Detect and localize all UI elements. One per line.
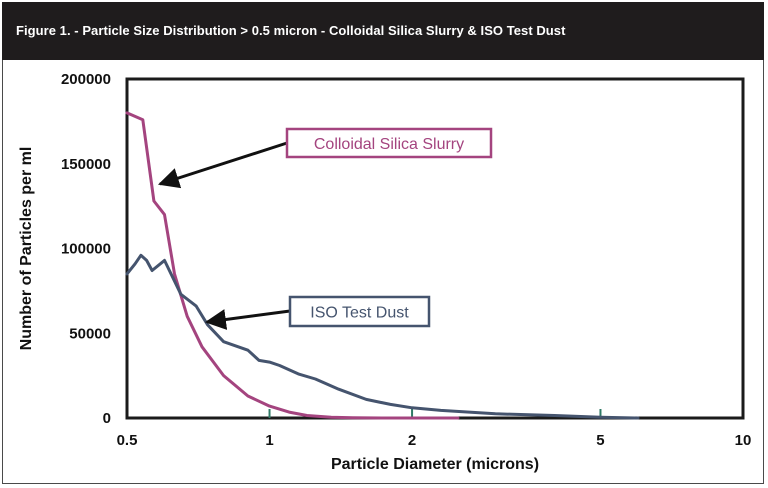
y-axis-title: Number of Particles per ml xyxy=(18,147,35,351)
x-tick-label: 1 xyxy=(265,432,273,449)
chart-title: Figure 1. - Particle Size Distribution >… xyxy=(16,23,566,38)
y-tick-label: 50000 xyxy=(69,325,111,342)
x-tick-label: 5 xyxy=(596,432,604,449)
series-line-iso-test-dust xyxy=(125,253,640,420)
x-tick-label: 2 xyxy=(408,432,416,449)
y-tick-label: 150000 xyxy=(61,156,111,173)
annotation-box xyxy=(285,127,493,159)
annotation-box xyxy=(288,295,431,328)
figure-title-bar: Figure 1. - Particle Size Distribution >… xyxy=(2,2,764,60)
annotation-label: Colloidal Silica Slurry xyxy=(314,136,464,153)
y-tick-label: 200000 xyxy=(61,71,111,88)
annotation-arrow xyxy=(158,141,288,189)
x-axis-ticks: 0.5 1 2 5 10 xyxy=(117,409,752,449)
series-line-colloidal-silica-slurry xyxy=(125,111,460,420)
x-tick-label: 10 xyxy=(735,432,752,449)
y-tick-label: 0 xyxy=(103,410,111,427)
y-tick-label: 100000 xyxy=(61,241,111,258)
annotations: Colloidal Silica Slurry ISO Test Dust xyxy=(158,127,493,330)
y-axis-ticks: 0 50000 100000 150000 200000 xyxy=(61,71,111,427)
annotation-label: ISO Test Dust xyxy=(310,305,409,322)
series-lines xyxy=(125,111,640,420)
x-tick-label: 0.5 xyxy=(117,432,138,449)
annotation-arrow xyxy=(204,309,291,330)
x-axis-title: Particle Diameter (microns) xyxy=(331,456,539,473)
